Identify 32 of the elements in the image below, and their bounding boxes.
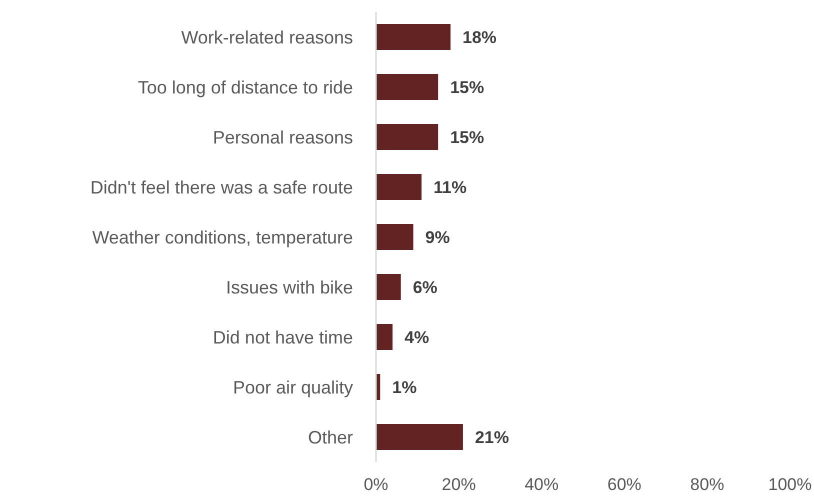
- data-label: 15%: [450, 78, 484, 97]
- y-tick-label: Personal reasons: [212, 127, 353, 148]
- y-tick-label: Didn't feel there was a safe route: [90, 177, 353, 198]
- bar: [376, 24, 451, 50]
- x-tick-label: 80%: [690, 475, 724, 494]
- bar: [376, 74, 438, 100]
- bar: [376, 274, 401, 300]
- data-label: 4%: [404, 328, 430, 347]
- x-tick-label: 0%: [364, 475, 388, 494]
- y-tick-label: Issues with bike: [226, 277, 353, 298]
- y-tick-label: Poor air quality: [232, 377, 353, 398]
- bar: [376, 424, 463, 450]
- bar: [376, 174, 422, 200]
- y-tick-label: Other: [308, 427, 353, 448]
- x-tick-label: 60%: [607, 475, 642, 494]
- y-tick-label: Weather conditions, temperature: [92, 227, 353, 248]
- data-label: 15%: [450, 128, 484, 147]
- y-tick-label: Work-related reasons: [181, 27, 353, 48]
- bar: [376, 324, 393, 350]
- data-label: 9%: [425, 228, 450, 247]
- y-tick-label: Too long of distance to ride: [138, 77, 353, 98]
- data-label: 1%: [392, 378, 417, 397]
- y-tick-label: Did not have time: [212, 327, 353, 348]
- bar: [376, 224, 414, 250]
- data-label: 18%: [462, 28, 497, 47]
- data-label: 21%: [474, 428, 509, 447]
- data-label: 11%: [434, 178, 467, 197]
- data-label: 6%: [412, 278, 438, 297]
- x-tick-label: 20%: [442, 475, 476, 494]
- x-tick-label: 40%: [524, 475, 559, 494]
- x-tick-label: 100%: [768, 475, 812, 494]
- bar: [376, 124, 438, 150]
